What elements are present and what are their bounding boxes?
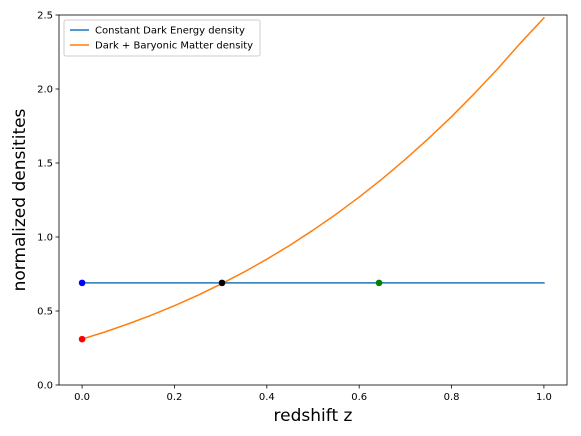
plot-frame [58,14,568,386]
y-tick-label: 1.0 [37,233,53,244]
y-tick-label: 2.0 [37,85,53,96]
x-tick-label: 0.8 [444,392,460,403]
x-tick-label: 1.0 [536,392,552,403]
x-tick-label: 0.0 [74,392,90,403]
y-axis-ticks: 0.0 0.5 1.0 1.5 2.0 2.5 [37,11,59,392]
x-axis-ticks: 0.0 0.2 0.4 0.6 0.8 1.0 [74,385,552,403]
x-tick-label: 0.4 [259,392,275,403]
points-layer [78,279,383,343]
x-tick-label: 0.6 [351,392,367,403]
legend: Constant Dark Energy density Dark + Bary… [63,19,261,57]
y-tick-label: 0.0 [37,381,53,392]
legend-label-dark-energy: Constant Dark Energy density [95,26,245,37]
series-line-1 [81,16,545,341]
y-tick-label: 0.5 [37,307,53,318]
x-axis-label: redshift z [274,406,353,426]
legend-box [63,19,261,57]
marker-point-2 [218,279,226,287]
x-tick-label: 0.2 [167,392,183,403]
marker-point-0 [78,279,86,287]
marker-point-1 [78,335,86,343]
y-tick-label: 2.5 [37,11,53,22]
plot-area [59,15,567,385]
legend-label-matter: Dark + Baryonic Matter density [95,41,253,52]
y-axis-label: normalized densitites [10,108,30,291]
series-layer [81,16,545,341]
y-tick-label: 1.5 [37,159,53,170]
marker-point-3 [375,279,383,287]
